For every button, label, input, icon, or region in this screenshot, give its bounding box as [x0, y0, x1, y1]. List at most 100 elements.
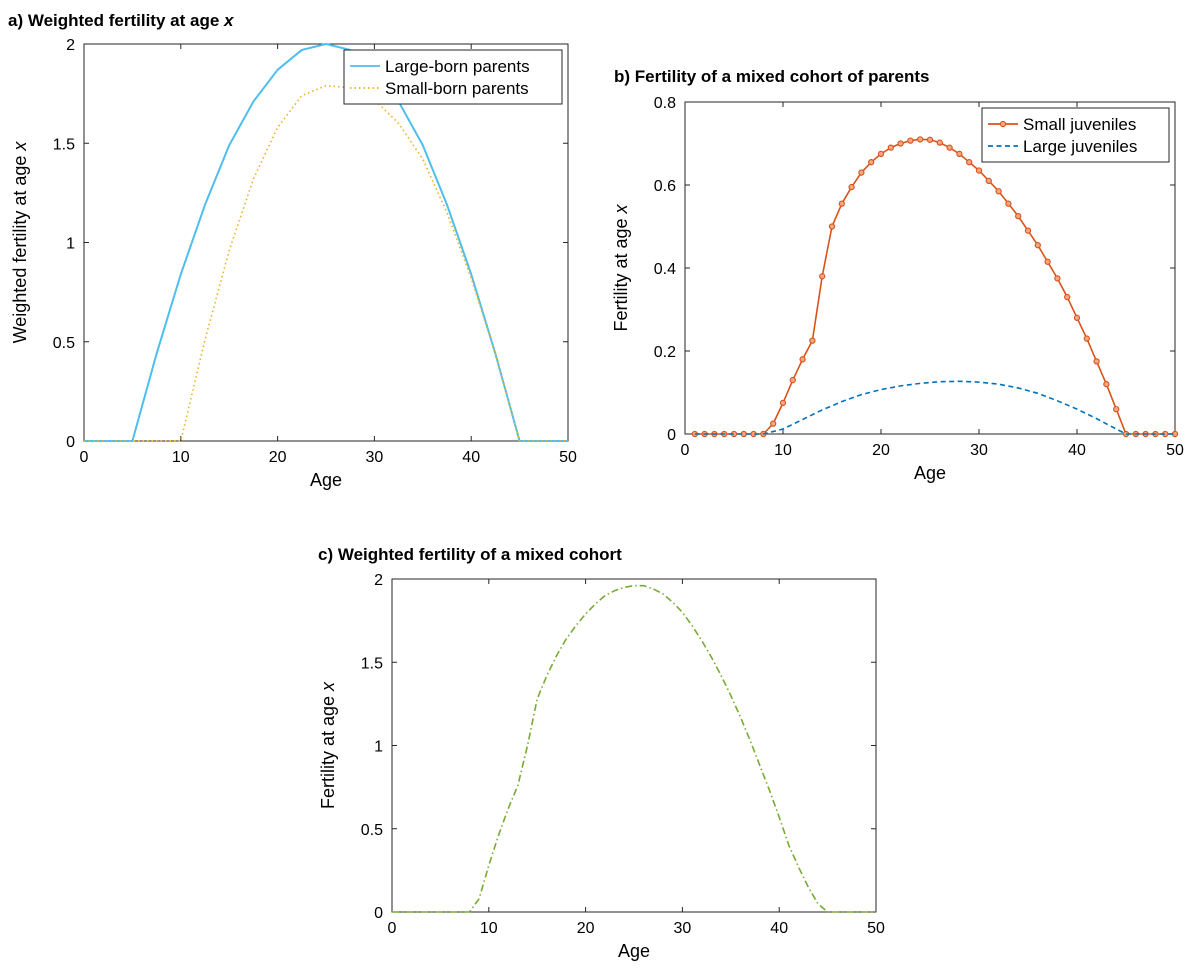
- chart-title-text: b) Fertility of a mixed cohort of parent…: [614, 67, 929, 86]
- series-line-c-0: [392, 584, 876, 913]
- y-tick-label: 0.8: [654, 95, 676, 112]
- x-tick-label: 10: [172, 449, 190, 466]
- y-tick-label: 0: [374, 905, 383, 922]
- x-tick-label: 50: [867, 920, 885, 937]
- legend-entry: Large-born parents: [385, 57, 530, 76]
- y-axis-label: Weighted fertility at age x: [10, 141, 30, 344]
- data-point: [1015, 212, 1022, 220]
- chart-title-text: a) Weighted fertility at age: [8, 11, 224, 30]
- data-point: [975, 167, 983, 174]
- y-axis-label-italic: x: [318, 681, 338, 692]
- legend-box: [981, 107, 1170, 163]
- data-point: [956, 150, 963, 158]
- chart-c: c) Weighted fertility of a mixed cohort 0…: [318, 545, 885, 961]
- x-tick-label: 40: [462, 449, 480, 466]
- data-point: [1054, 275, 1061, 282]
- chart-title-italic: x: [223, 11, 235, 30]
- legend-entry: Small juveniles: [1023, 115, 1136, 134]
- legend: Large-born parents Small-born parents: [343, 49, 563, 105]
- x-tick-label: 50: [1166, 442, 1184, 459]
- x-tick-label: 0: [681, 442, 690, 459]
- data-point: [1073, 314, 1081, 321]
- data-point: [799, 356, 806, 363]
- data-point: [809, 337, 816, 344]
- x-tick-label: 40: [770, 920, 788, 937]
- plot-area-box: [391, 578, 877, 913]
- y-tick-label: 1: [374, 739, 383, 756]
- x-tick-label: 30: [366, 449, 384, 466]
- data-point: [966, 159, 973, 166]
- y-tick-label: 0: [66, 434, 75, 451]
- legend-marker: [999, 120, 1007, 128]
- y-tick-label: 1.5: [53, 136, 75, 153]
- data-point: [926, 136, 934, 143]
- x-tick-label: 20: [577, 920, 595, 937]
- x-tick-label: 10: [774, 442, 792, 459]
- data-point: [770, 420, 777, 427]
- data-point: [848, 183, 855, 191]
- data-point: [858, 169, 865, 176]
- y-tick-label: 0.2: [654, 344, 676, 361]
- data-point: [897, 140, 904, 147]
- data-point: [819, 273, 826, 280]
- data-point: [828, 223, 836, 230]
- x-tick-label: 50: [559, 449, 577, 466]
- legend-entry: Large juveniles: [1023, 137, 1137, 156]
- y-axis-label-text: Fertility at age: [318, 691, 338, 809]
- data-point: [917, 136, 924, 143]
- y-tick-label: 2: [374, 572, 383, 589]
- data-point: [887, 144, 894, 151]
- x-tick-label: 20: [872, 442, 890, 459]
- data-point: [868, 159, 875, 166]
- data-point: [946, 144, 953, 151]
- data-point: [789, 376, 796, 384]
- series-line-b-0: [694, 138, 1175, 435]
- series-line-b-1: [694, 380, 1175, 435]
- y-tick-label: 0.6: [654, 178, 676, 195]
- legend: Small juveniles Large juveniles: [981, 107, 1170, 163]
- y-tick-label: 0: [667, 427, 676, 444]
- y-axis-label-text: Weighted fertility at age: [10, 151, 30, 344]
- y-tick-label: 0.5: [361, 822, 383, 839]
- x-tick-label: 0: [80, 449, 89, 466]
- x-tick-label: 20: [269, 449, 287, 466]
- x-axis-label: Age: [618, 941, 650, 961]
- data-point: [1083, 335, 1090, 342]
- x-tick-label: 0: [388, 920, 397, 937]
- chart-a-title: a) Weighted fertility at age x: [8, 11, 235, 30]
- series-line-a-0: [84, 43, 568, 442]
- data-point: [779, 399, 787, 407]
- y-axis-label-italic: x: [611, 203, 631, 214]
- y-tick-label: 1: [66, 236, 75, 253]
- y-axis-label-text: Fertility at age: [611, 213, 631, 331]
- data-point: [877, 150, 885, 158]
- x-axis-label: Age: [310, 470, 342, 490]
- data-point: [1024, 227, 1032, 234]
- data-point: [1093, 358, 1100, 365]
- x-tick-label: 10: [480, 920, 498, 937]
- series-line-a-1: [84, 84, 568, 442]
- y-tick-label: 0.5: [53, 335, 75, 352]
- y-tick-label: 2: [66, 37, 75, 54]
- data-point: [1005, 200, 1012, 207]
- chart-b-title: b) Fertility of a mixed cohort of parent…: [614, 67, 929, 86]
- y-axis-label-italic: x: [10, 141, 30, 152]
- y-axis-label: Fertility at age x: [318, 681, 338, 809]
- x-tick-label: 40: [1068, 442, 1086, 459]
- data-point: [907, 137, 914, 144]
- data-point: [985, 177, 992, 184]
- data-point: [1113, 405, 1120, 413]
- data-point: [1103, 381, 1110, 388]
- chart-a: a) Weighted fertility at age x0 10 20 30 40 5…: [8, 11, 577, 490]
- y-tick-label: 1.5: [361, 655, 383, 672]
- data-point: [936, 139, 943, 146]
- chart-b: b) Fertility of a mixed cohort of parent…: [611, 67, 1184, 483]
- x-tick-label: 30: [970, 442, 988, 459]
- y-tick-label: 0.4: [654, 261, 676, 278]
- data-point: [1064, 293, 1071, 301]
- data-point: [995, 188, 1002, 195]
- legend-box: [343, 49, 563, 105]
- data-point: [1034, 242, 1041, 249]
- y-axis-label: Fertility at age x: [611, 203, 631, 331]
